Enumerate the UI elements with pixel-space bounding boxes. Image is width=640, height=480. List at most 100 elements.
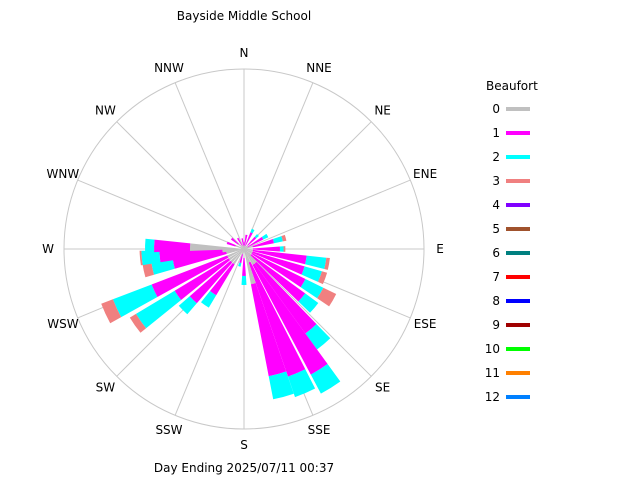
legend-entry: 0 [492, 102, 530, 116]
petal-segment-beaufort-2 [300, 279, 324, 299]
legend-entry: 4 [492, 198, 530, 212]
legend-label: 3 [492, 174, 500, 188]
petal-segment-beaufort-2 [268, 371, 294, 400]
petal-segment-beaufort-2 [298, 293, 319, 313]
petal-segment-beaufort-3 [283, 246, 286, 252]
legend-entry: 3 [492, 174, 530, 188]
direction-label: SSW [155, 423, 182, 437]
legend-swatch [506, 131, 530, 135]
direction-label: NNE [306, 61, 332, 75]
petal-segment-beaufort-3 [318, 271, 328, 285]
petal-segment-beaufort-0 [244, 249, 257, 264]
legend-label: 12 [485, 390, 500, 404]
legend-label: 0 [492, 102, 500, 116]
petal-segment-beaufort-2 [254, 234, 259, 239]
petal-segment-beaufort-2 [272, 236, 283, 244]
petal-segment-beaufort-0 [244, 249, 256, 285]
petal-segment-beaufort-0 [232, 249, 244, 265]
legend-entry: 11 [485, 366, 530, 380]
legend-swatch [506, 347, 530, 351]
petal-segment-beaufort-2 [279, 246, 284, 252]
petal-segment-beaufort-0 [230, 249, 244, 263]
legend-entry: 7 [492, 270, 530, 284]
direction-label: N [240, 46, 249, 60]
legend-entry: 2 [492, 150, 530, 164]
legend-label: 2 [492, 150, 500, 164]
petal-segment-beaufort-2 [145, 238, 155, 253]
petal-segment-beaufort-0 [228, 249, 244, 261]
petal-segment-beaufort-2 [305, 255, 327, 269]
petal-segment-beaufort-1 [252, 239, 274, 248]
petal-segment-beaufort-2 [301, 266, 322, 282]
petal-segment-beaufort-1 [151, 255, 229, 297]
petal-segment-beaufort-0 [244, 249, 253, 253]
direction-label: SE [375, 381, 390, 395]
direction-label: WSW [47, 317, 78, 331]
petal-segment-beaufort-3 [142, 262, 154, 278]
legend-title: Beaufort [486, 79, 538, 93]
petal-segment-beaufort-1 [244, 234, 248, 246]
petal-segment-beaufort-0 [244, 247, 248, 249]
petal-segment-beaufort-1 [239, 254, 243, 264]
petal-segment-beaufort-0 [244, 249, 255, 265]
petal-segment-beaufort-2 [112, 284, 158, 318]
grid-spoke [243, 179, 411, 250]
petal-segment-beaufort-2 [136, 290, 182, 329]
legend-label: 10 [485, 342, 500, 356]
petal-segment-beaufort-0 [243, 249, 245, 259]
direction-label: ESE [414, 317, 437, 331]
legend-swatch [506, 395, 530, 399]
legend-label: 7 [492, 270, 500, 284]
petal-segment-beaufort-2 [141, 250, 161, 266]
legend-entry: 6 [492, 246, 530, 260]
legend-entry: 12 [485, 390, 530, 404]
legend-label: 4 [492, 198, 500, 212]
legend-label: 1 [492, 126, 500, 140]
petal-segment-beaufort-0 [189, 243, 244, 251]
petal-segment-beaufort-1 [172, 251, 227, 269]
petal-segment-beaufort-3 [139, 250, 143, 266]
legend-swatch [506, 203, 530, 207]
grid-spoke [116, 121, 245, 250]
petal-segment-beaufort-3 [101, 299, 122, 324]
legend-label: 5 [492, 222, 500, 236]
grid-spoke [243, 82, 314, 250]
petal-segment-beaufort-0 [242, 249, 244, 255]
petal-segment-beaufort-1 [237, 237, 243, 246]
petal-segment-beaufort-3 [129, 313, 147, 333]
legend-swatch [506, 299, 530, 303]
petal-segment-beaufort-3 [324, 257, 330, 270]
legend-label: 8 [492, 294, 500, 308]
legend-label: 11 [485, 366, 500, 380]
petal-segment-beaufort-1 [174, 258, 230, 300]
legend-entry: 10 [485, 342, 530, 356]
legend-entry: 5 [492, 222, 530, 236]
petal-segment-beaufort-2 [310, 364, 341, 394]
direction-labels: N NNE NE ENE E ESE SE SSE S SSW SW WSW W WNW NW NNW [42, 46, 444, 452]
direction-label: NE [374, 103, 391, 117]
direction-label: SSE [308, 423, 331, 437]
petal-segment-beaufort-1 [159, 249, 223, 263]
legend-entry: 1 [492, 126, 530, 140]
legend-swatch [506, 155, 530, 159]
petal-segment-beaufort-0 [235, 245, 244, 249]
petal-segment-beaufort-2 [178, 296, 197, 315]
legend-swatch [506, 251, 530, 255]
petal-segment-beaufort-0 [244, 249, 253, 254]
petal-segment-beaufort-1 [250, 254, 306, 302]
petal-segment-beaufort-0 [244, 244, 249, 249]
petal-segment-beaufort-1 [252, 249, 307, 265]
direction-label: WNW [47, 167, 80, 181]
petal-segment-beaufort-1 [252, 263, 328, 375]
petal-segment-beaufort-2 [201, 291, 217, 308]
direction-label: NNW [154, 61, 184, 75]
direction-label: SW [96, 381, 116, 395]
petal-segment-beaufort-0 [242, 245, 244, 249]
petal-segment-beaufort-3 [281, 234, 287, 242]
petal-segment-beaufort-2 [261, 233, 269, 240]
direction-label: S [240, 438, 248, 452]
grid-spoke [243, 121, 372, 250]
petal-segment-beaufort-0 [238, 244, 244, 249]
petal-segment-beaufort-1 [226, 241, 236, 247]
petal-segment-beaufort-2 [305, 324, 331, 350]
